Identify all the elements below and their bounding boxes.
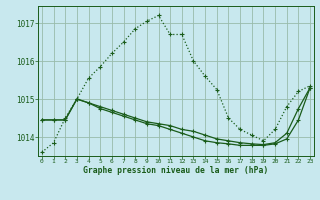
X-axis label: Graphe pression niveau de la mer (hPa): Graphe pression niveau de la mer (hPa) <box>84 166 268 175</box>
